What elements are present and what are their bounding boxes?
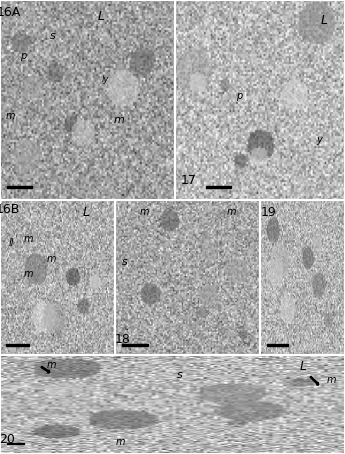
Text: 16A: 16A bbox=[0, 5, 21, 19]
Text: ll: ll bbox=[9, 238, 14, 248]
Text: 20: 20 bbox=[0, 433, 15, 446]
Text: m: m bbox=[47, 254, 57, 264]
Text: s: s bbox=[50, 31, 56, 41]
Text: m: m bbox=[47, 360, 57, 370]
Text: m: m bbox=[226, 207, 236, 217]
Text: y: y bbox=[317, 135, 322, 145]
Text: m: m bbox=[24, 234, 33, 244]
Text: s: s bbox=[122, 257, 128, 267]
Text: L: L bbox=[300, 360, 307, 373]
Text: m: m bbox=[24, 269, 33, 279]
Text: p: p bbox=[20, 51, 26, 61]
Text: 17: 17 bbox=[181, 173, 197, 187]
Text: 18: 18 bbox=[114, 333, 130, 346]
Text: m: m bbox=[6, 111, 15, 121]
Text: m: m bbox=[114, 115, 125, 125]
Text: p: p bbox=[236, 91, 243, 101]
Text: m: m bbox=[326, 375, 336, 385]
Text: 16B: 16B bbox=[0, 203, 20, 216]
Text: 19: 19 bbox=[260, 206, 276, 219]
Text: s: s bbox=[177, 370, 182, 380]
Text: m: m bbox=[116, 437, 126, 447]
Text: L: L bbox=[83, 206, 90, 219]
Text: L: L bbox=[321, 14, 328, 26]
Text: m: m bbox=[139, 207, 149, 217]
Text: L: L bbox=[98, 10, 105, 23]
Text: ly: ly bbox=[101, 75, 109, 84]
